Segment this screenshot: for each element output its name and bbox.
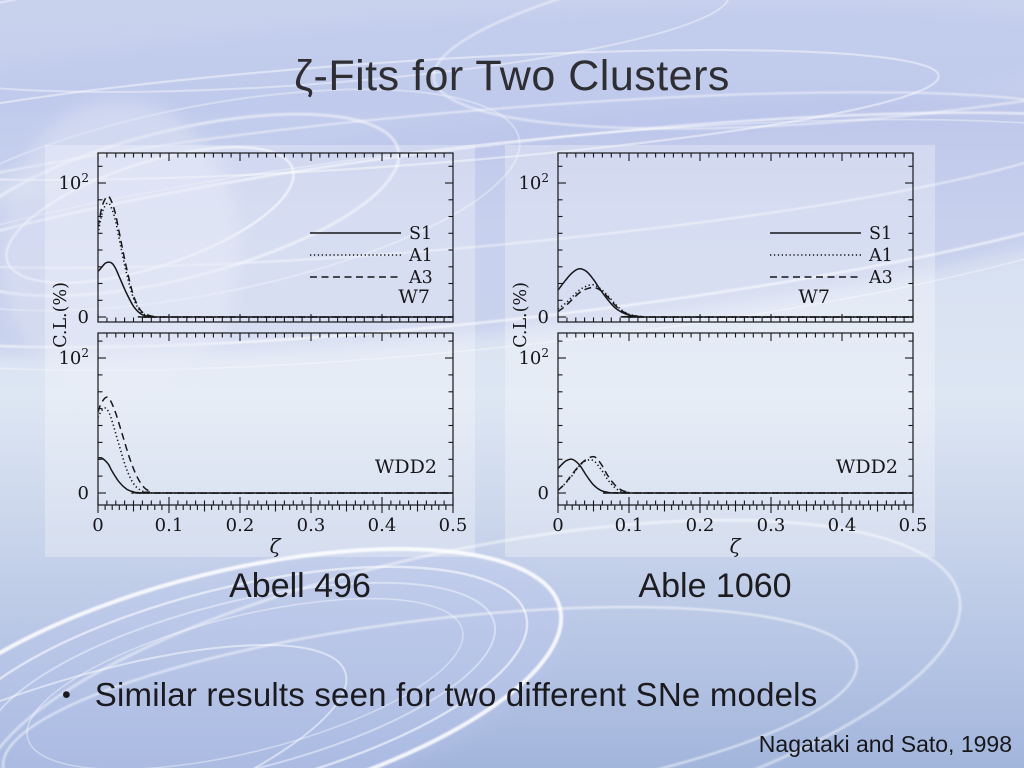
curve-s1 xyxy=(558,268,913,318)
x-tick-label: 0.5 xyxy=(899,515,928,536)
x-tick-label: 0.1 xyxy=(615,515,644,536)
y-axis-title: C.L.(%) xyxy=(51,282,71,348)
figure-wash xyxy=(505,145,935,557)
x-tick-label: 0.3 xyxy=(757,515,786,536)
y-axis-label-0: 0 xyxy=(538,483,549,504)
legend-label-a1: A1 xyxy=(408,246,433,266)
curve-a3 xyxy=(558,455,913,494)
x-tick-label: 0.2 xyxy=(686,515,715,536)
curve-a1 xyxy=(558,458,913,494)
legend-label-a3: A3 xyxy=(868,268,893,288)
model-label: WDD2 xyxy=(836,456,898,478)
bullet-text: Similar results seen for two different S… xyxy=(94,676,818,713)
curve-a3 xyxy=(98,396,453,494)
legend-label-s1: S1 xyxy=(869,224,892,244)
y-axis-title: C.L.(%) xyxy=(511,282,531,348)
legend-label-a3: A3 xyxy=(408,268,433,288)
x-tick-label: 0.4 xyxy=(828,515,857,536)
bullet-marker: • xyxy=(62,681,71,709)
x-tick-label: 0.2 xyxy=(226,515,255,536)
figure-abell-496: 102 0 W7 S1 A1 A3 102 0 WDD2 0 0.1 0.2 0.3 0.4 0.5 ζ C.L… xyxy=(45,145,475,560)
bullet-line: • Similar results seen for two different… xyxy=(62,676,817,714)
x-tick-label: 0.3 xyxy=(297,515,326,536)
figure-wash xyxy=(45,145,475,557)
x-axis-title: ζ xyxy=(270,534,282,558)
panel-wdd2: 102 0 WDD2 xyxy=(518,332,914,513)
x-tick-label: 0.1 xyxy=(155,515,184,536)
panel-wdd2: 102 0 WDD2 xyxy=(58,332,454,513)
y-axis-label-100: 102 xyxy=(58,346,89,369)
model-label: W7 xyxy=(798,286,830,308)
y-axis-label-100: 102 xyxy=(58,171,89,194)
figure-able-1060: 102 0 W7 S1 A1 A3 102 0 WDD2 0 0.1 0.2 0.3 0.4 0.5 ζ C.L… xyxy=(505,145,935,560)
y-axis-label-100: 102 xyxy=(518,171,549,194)
caption-abell-496: Abell 496 xyxy=(229,567,371,605)
x-tick-label: 0.5 xyxy=(439,515,468,536)
model-label: WDD2 xyxy=(375,456,437,478)
model-label: W7 xyxy=(398,286,430,308)
caption-able-1060: Able 1060 xyxy=(638,567,792,605)
y-axis-label-0: 0 xyxy=(538,307,549,328)
citation-text: Nagataki and Sato, 1998 xyxy=(758,731,1012,757)
curve-a1 xyxy=(98,407,453,494)
curve-a3 xyxy=(558,286,913,318)
page-title: ζ-Fits for Two Clusters xyxy=(294,52,730,100)
legend-label-s1: S1 xyxy=(409,224,432,244)
bottom-left-swirl xyxy=(0,518,962,768)
x-tick-label: 0 xyxy=(92,515,103,536)
y-axis-label-0: 0 xyxy=(78,483,89,504)
legend-label-a1: A1 xyxy=(868,246,893,266)
curve-a3 xyxy=(98,195,453,318)
y-axis-label-0: 0 xyxy=(78,307,89,328)
x-tick-label: 0 xyxy=(552,515,563,536)
x-tick-label: 0.4 xyxy=(368,515,397,536)
y-axis-label-100: 102 xyxy=(518,346,549,369)
x-axis-title: ζ xyxy=(730,534,742,558)
upper-left-swirl xyxy=(0,88,521,400)
